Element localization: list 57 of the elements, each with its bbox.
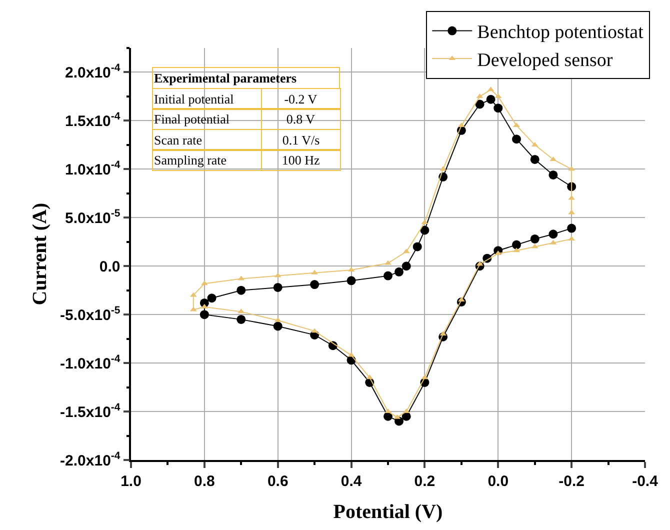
y-tick-label: 0.0	[99, 258, 120, 276]
x-tick-label: 0.4	[340, 472, 362, 490]
point	[513, 122, 520, 128]
point	[236, 286, 246, 295]
y-axis-title: Current (A)	[29, 202, 52, 306]
annotation: Final potential	[154, 112, 230, 126]
point	[384, 260, 392, 265]
y-tick-label: -1.0x10$^{-4}$	[60, 353, 120, 372]
x-tick-label: 0.6	[267, 472, 288, 490]
point	[513, 248, 520, 252]
point	[567, 224, 576, 233]
point	[207, 294, 216, 303]
y-tick-label: 2.0x10$^{-4}$	[65, 62, 120, 82]
point	[384, 408, 392, 414]
point	[412, 242, 422, 252]
point	[530, 234, 540, 244]
point	[475, 100, 484, 109]
point	[530, 154, 540, 164]
point	[494, 104, 503, 113]
point	[420, 226, 430, 235]
annotation: 0.1 V/s	[282, 132, 320, 148]
point	[200, 310, 209, 320]
x-tick-label: 0.2	[414, 472, 436, 490]
point	[310, 280, 320, 290]
y-tick-label: 1.0x10$^{-4}$	[65, 159, 120, 178]
point	[402, 262, 411, 271]
point	[548, 170, 558, 180]
annotation: 100 Hz	[282, 152, 320, 168]
point	[273, 282, 282, 292]
annotation: Experimental parameters	[154, 70, 297, 86]
point	[512, 134, 521, 144]
annotation: Initial potential	[154, 92, 234, 106]
x-tick-label: 0.8	[194, 472, 215, 490]
x-tick-label: 1.0	[120, 472, 142, 490]
annotation: Sampling rate	[154, 152, 227, 168]
y-tick-label: 5.0x10$^{-5}$	[65, 208, 120, 227]
x-tick-label: 0.0	[488, 472, 509, 490]
point	[394, 267, 404, 276]
legend-label: Benchtop potentiostat	[477, 22, 644, 44]
y-tick-label: -5.0x10$^{-5}$	[60, 304, 120, 324]
point	[548, 230, 558, 239]
point	[512, 240, 521, 250]
point	[346, 276, 356, 286]
x-tick-label: -0.2	[558, 472, 584, 490]
point	[486, 94, 496, 104]
y-tick-label: 1.5x10$^{-4}$	[65, 110, 120, 130]
x-axis-title: Potential (V)	[333, 500, 443, 523]
legend-label: Developed sensor	[477, 50, 614, 71]
point	[384, 271, 392, 280]
point	[236, 314, 246, 324]
annotation: -0.2 V	[284, 92, 318, 106]
annotation: Scan rate	[154, 132, 202, 148]
point	[273, 322, 282, 331]
x-tick-label: -0.4	[632, 472, 659, 490]
annotation: 0.8 V	[286, 112, 316, 126]
y-tick-label: -1.5x10$^{-4}$	[60, 401, 120, 421]
y-tick-label: -2.0x10$^{-4}$	[60, 450, 120, 470]
